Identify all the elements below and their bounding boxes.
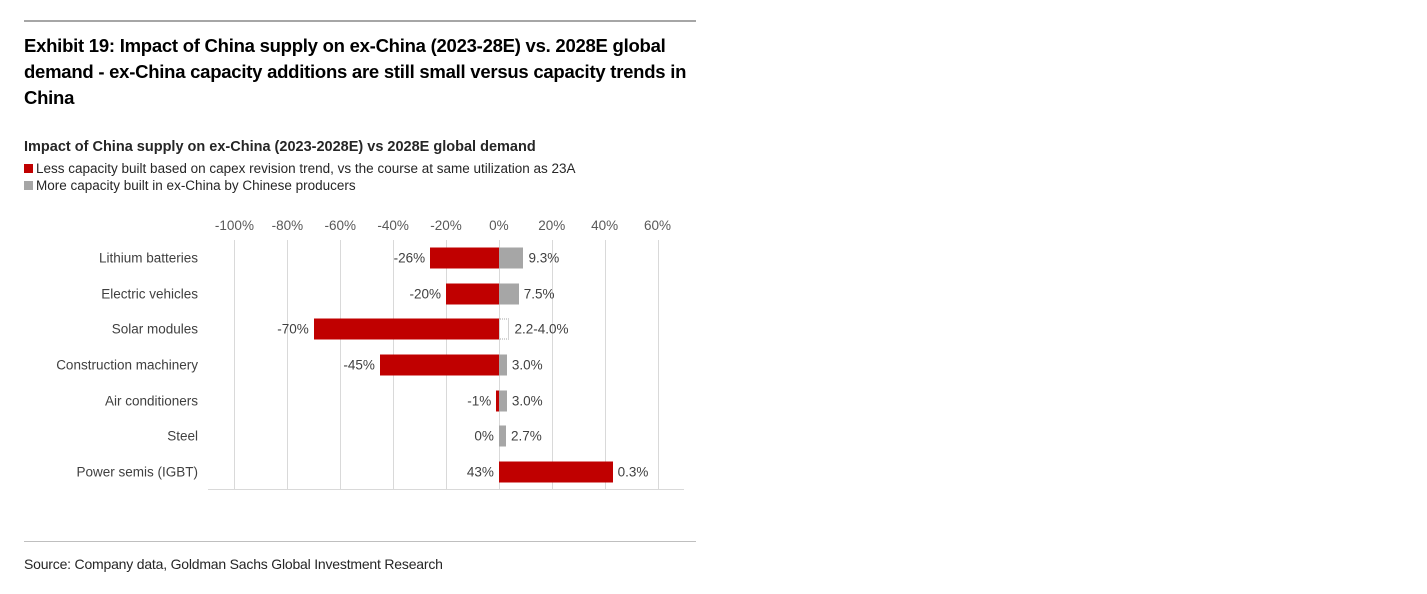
category-label: Steel xyxy=(167,428,198,444)
bar-value-label-red: -26% xyxy=(393,250,426,266)
bar-value-label-red: -70% xyxy=(277,321,309,337)
chart-row: Lithium batteries -26% 9.3% xyxy=(99,240,684,276)
x-tick-label: -20% xyxy=(430,218,462,233)
bar-value-label-red: 43% xyxy=(466,464,494,480)
bar-more-capacity xyxy=(498,425,506,447)
bar-more-capacity xyxy=(498,318,510,340)
chart-exhibit-19: Impact of China supply on ex-China (2023… xyxy=(24,138,696,518)
chart-row: Air conditioners -1% 3.0% xyxy=(105,383,684,419)
x-tick-label: 0% xyxy=(489,218,509,233)
x-tick-label: -60% xyxy=(324,218,356,233)
bar-value-label-gray: 3.0% xyxy=(511,357,543,373)
bar-value-label-red: -45% xyxy=(343,357,375,373)
bar-less-capacity xyxy=(498,461,613,483)
category-label: Air conditioners xyxy=(104,393,198,409)
chart-row: Steel 0% 2.7% xyxy=(167,419,684,455)
bar-value-label-gray: 9.3% xyxy=(528,250,560,266)
bar-value-label-red: 0% xyxy=(474,428,494,444)
x-tick-label: -80% xyxy=(271,218,304,233)
bar-value-label-gray: 2.2-4.0% xyxy=(514,321,569,337)
bar-less-capacity xyxy=(430,247,499,269)
chart-row: Construction machinery -45% 3.0% xyxy=(56,347,684,383)
source-note-left: Source: Company data, Goldman Sachs Glob… xyxy=(24,556,443,572)
x-tick-label: 40% xyxy=(591,218,619,233)
legend-item-less-capacity: Less capacity built based on capex revis… xyxy=(24,160,696,177)
bar-more-capacity xyxy=(498,390,507,412)
gridline xyxy=(604,240,606,489)
x-tick-label: 60% xyxy=(644,218,672,233)
exhibit-19-title: Exhibit 19: Impact of China supply on ex… xyxy=(24,35,687,108)
chart-19-plot: -100% -80% -60% -40% -20% 0% 20% 40% 60% Lithium… xyxy=(24,218,696,518)
bar-more-capacity xyxy=(498,247,524,269)
x-tick-label: -100% xyxy=(214,218,254,233)
bar-value-label-gray: 7.5% xyxy=(523,286,555,302)
legend-label-more-capacity: More capacity built in ex-China by Chine… xyxy=(36,178,356,193)
chart-19-plot-area: Lithium batteries -26% 9.3% Electric vehicl… xyxy=(56,240,684,490)
bar-less-capacity xyxy=(379,354,499,376)
gridline xyxy=(234,240,236,489)
x-tick-label: -40% xyxy=(377,218,409,233)
panel-exhibit-20: Exhibit 20: Net China supply impact (202… xyxy=(719,0,1427,594)
footer-divider-left xyxy=(24,541,696,542)
bar-less-capacity xyxy=(446,283,499,305)
bar-value-label-red: -20% xyxy=(409,286,441,302)
category-label: Power semis (IGBT) xyxy=(76,464,198,480)
bar-more-capacity xyxy=(498,283,519,305)
bar-value-label-red: -1% xyxy=(467,393,492,409)
chart-row: Solar modules -70% 2.2-4.0% xyxy=(112,311,684,347)
bar-less-capacity xyxy=(313,318,499,340)
gridline xyxy=(551,240,553,489)
legend-swatch-red xyxy=(24,164,33,173)
bar-value-label-gray: 0.3% xyxy=(617,464,649,480)
legend-item-more-capacity: More capacity built in ex-China by Chine… xyxy=(24,177,696,194)
chart-row: Electric vehicles -20% 7.5% xyxy=(101,276,684,312)
chart-row: Power semis (IGBT) 43% 0.3% xyxy=(76,454,684,490)
bar-value-label-gray: 2.7% xyxy=(511,428,542,444)
chart-19-subtitle: Impact of China supply on ex-China (2023… xyxy=(24,139,536,155)
legend-swatch-gray xyxy=(24,181,33,190)
chart-19-x-axis: -100% -80% -60% -40% -20% 0% 20% 40% 60% xyxy=(208,218,684,238)
category-label: Electric vehicles xyxy=(101,286,198,302)
x-tick-label: 20% xyxy=(538,218,566,233)
category-label: Lithium batteries xyxy=(98,250,198,266)
gridline xyxy=(340,240,342,489)
gridline xyxy=(287,240,289,489)
gridline xyxy=(657,240,659,489)
bar-more-capacity xyxy=(498,354,507,376)
category-label: Construction machinery xyxy=(56,357,198,373)
category-label: Solar modules xyxy=(111,321,198,337)
legend-label-less-capacity: Less capacity built based on capex revis… xyxy=(36,161,576,176)
chart-19-legend: Less capacity built based on capex revis… xyxy=(24,160,696,194)
panel-exhibit-19: Exhibit 19: Impact of China supply on ex… xyxy=(0,0,707,594)
bar-value-label-gray: 3.0% xyxy=(511,393,543,409)
top-divider-left xyxy=(24,20,696,22)
bar-less-capacity xyxy=(496,390,499,412)
